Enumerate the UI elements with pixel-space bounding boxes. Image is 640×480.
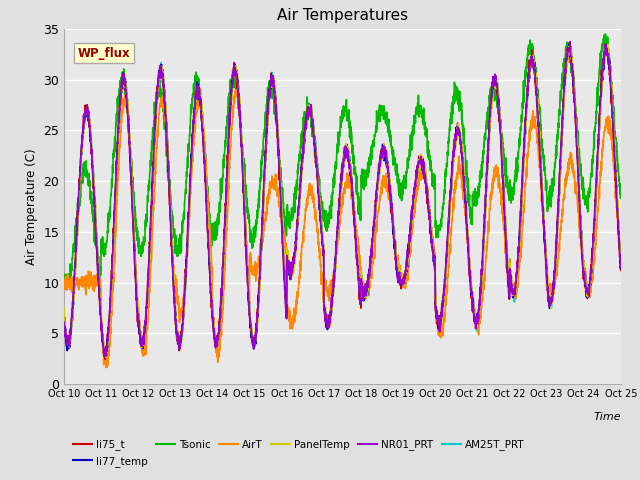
AirT <box>233 87 241 93</box>
li77_temp <box>274 126 282 132</box>
Tsonic <box>617 185 625 191</box>
li77_temp <box>617 265 625 271</box>
li77_temp <box>298 169 306 175</box>
AM25T_PRT <box>124 102 132 108</box>
li77_temp <box>546 298 554 304</box>
AM25T_PRT <box>298 167 306 173</box>
NR01_PRT <box>157 67 164 72</box>
li75_t <box>124 113 132 119</box>
li75_t <box>101 356 109 362</box>
NR01_PRT <box>124 109 132 115</box>
NR01_PRT <box>100 353 108 359</box>
li75_t <box>157 65 164 71</box>
li75_t <box>565 40 573 46</box>
li77_temp <box>124 102 132 108</box>
Tsonic <box>546 194 554 200</box>
AirT <box>617 267 625 273</box>
AirT <box>102 365 109 371</box>
NR01_PRT <box>617 262 625 267</box>
NR01_PRT <box>274 130 282 136</box>
PanelTemp <box>546 294 554 300</box>
AM25T_PRT <box>546 298 554 304</box>
Tsonic <box>157 94 164 99</box>
PanelTemp <box>60 305 68 311</box>
Text: WP_flux: WP_flux <box>78 47 131 60</box>
li75_t <box>274 142 282 148</box>
Line: PanelTemp: PanelTemp <box>64 42 621 358</box>
AM25T_PRT <box>604 40 611 46</box>
PanelTemp <box>124 98 132 104</box>
Tsonic <box>298 137 306 143</box>
Tsonic <box>60 275 68 281</box>
Tsonic <box>274 128 282 133</box>
Tsonic <box>61 285 69 291</box>
li77_temp <box>101 354 109 360</box>
NR01_PRT <box>60 319 68 325</box>
AM25T_PRT <box>60 309 68 315</box>
PanelTemp <box>157 69 164 74</box>
li75_t <box>298 160 306 166</box>
li75_t <box>60 317 68 323</box>
Line: NR01_PRT: NR01_PRT <box>64 42 621 356</box>
Tsonic <box>602 31 609 37</box>
Line: AirT: AirT <box>64 90 621 368</box>
Y-axis label: Air Temperature (C): Air Temperature (C) <box>25 148 38 264</box>
li75_t <box>546 299 554 304</box>
AirT <box>274 193 282 199</box>
AM25T_PRT <box>274 128 282 134</box>
li75_t <box>617 267 625 273</box>
AirT <box>606 128 614 134</box>
NR01_PRT <box>546 298 554 303</box>
PanelTemp <box>617 257 625 263</box>
PanelTemp <box>274 122 282 128</box>
AM25T_PRT <box>157 60 164 66</box>
Line: li75_t: li75_t <box>64 43 621 359</box>
li77_temp <box>565 41 573 47</box>
PanelTemp <box>298 169 306 175</box>
Line: li77_temp: li77_temp <box>64 44 621 357</box>
NR01_PRT <box>566 39 574 45</box>
AM25T_PRT <box>617 262 625 268</box>
Tsonic <box>606 70 614 76</box>
Tsonic <box>124 103 132 108</box>
li75_t <box>606 75 614 81</box>
Title: Air Temperatures: Air Temperatures <box>277 9 408 24</box>
AirT <box>157 96 164 102</box>
PanelTemp <box>606 70 614 75</box>
AirT <box>547 285 554 291</box>
PanelTemp <box>102 355 110 360</box>
AM25T_PRT <box>102 355 109 361</box>
AirT <box>60 278 68 284</box>
Legend: li75_t, li77_temp, Tsonic, AirT, PanelTemp, NR01_PRT, AM25T_PRT: li75_t, li77_temp, Tsonic, AirT, PanelTe… <box>69 435 529 471</box>
li77_temp <box>157 74 164 80</box>
NR01_PRT <box>298 158 306 164</box>
li77_temp <box>606 72 614 77</box>
PanelTemp <box>566 39 574 45</box>
Text: Time: Time <box>593 412 621 422</box>
li77_temp <box>60 320 68 325</box>
Line: AM25T_PRT: AM25T_PRT <box>64 43 621 358</box>
NR01_PRT <box>606 74 614 80</box>
AirT <box>124 106 132 112</box>
Line: Tsonic: Tsonic <box>64 34 621 288</box>
AirT <box>298 241 306 247</box>
AM25T_PRT <box>606 67 614 73</box>
